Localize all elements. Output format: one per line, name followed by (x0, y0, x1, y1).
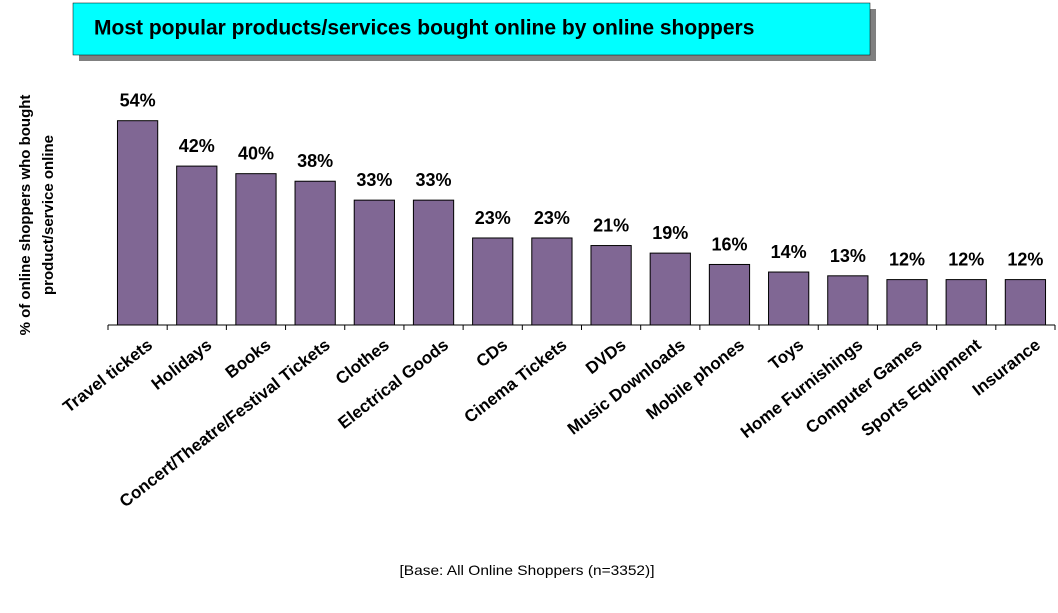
y-axis-title: product/service online (40, 135, 57, 295)
value-label: 23% (475, 208, 511, 228)
x-tick-label: Cinema Tickets (461, 335, 571, 427)
x-tick-label: Holidays (148, 335, 216, 394)
value-label: 40% (238, 144, 274, 164)
x-tick-label: Books (222, 335, 275, 382)
value-label: 38% (297, 151, 333, 171)
chart-title: Most popular products/services bought on… (94, 17, 754, 40)
value-label: 12% (1007, 250, 1043, 270)
bar (294, 180, 336, 326)
value-label: 33% (356, 170, 392, 190)
bar (531, 237, 573, 326)
bar (353, 199, 395, 326)
value-label: 13% (830, 246, 866, 266)
value-label: 19% (652, 223, 688, 243)
value-label: 23% (534, 208, 570, 228)
bar (768, 271, 810, 326)
x-tick-label: Mobile phones (642, 335, 747, 423)
bar (649, 252, 691, 326)
value-label: 21% (593, 216, 629, 236)
bar (116, 120, 159, 326)
x-tick-label: Toys (765, 335, 807, 374)
y-axis-title: % of online shoppers who bought (17, 95, 34, 336)
value-label: 12% (889, 250, 925, 270)
value-label: 16% (711, 234, 747, 254)
value-label: 14% (771, 242, 807, 262)
bar (708, 263, 751, 326)
title-box (72, 2, 871, 56)
bar (590, 245, 632, 326)
x-tick-label: DVDs (582, 335, 629, 378)
bar (472, 237, 514, 326)
value-label: 42% (179, 136, 215, 156)
bar (1004, 279, 1047, 326)
bar (412, 199, 455, 326)
x-tick-label: Travel tickets (59, 335, 156, 416)
bar (176, 165, 218, 326)
bar (886, 279, 928, 326)
footnote: [Base: All Online Shoppers (n=3352)] (400, 562, 655, 578)
x-tick-label: CDs (473, 335, 512, 371)
bar (945, 279, 987, 326)
value-label: 12% (948, 250, 984, 270)
x-tick-label: Concert/Theatre/Festival Tickets (116, 335, 334, 511)
bar (827, 275, 869, 326)
value-label: 33% (416, 170, 452, 190)
bar (235, 173, 277, 326)
x-tick-label: Electrical Goods (335, 335, 452, 433)
value-label: 54% (120, 91, 156, 111)
